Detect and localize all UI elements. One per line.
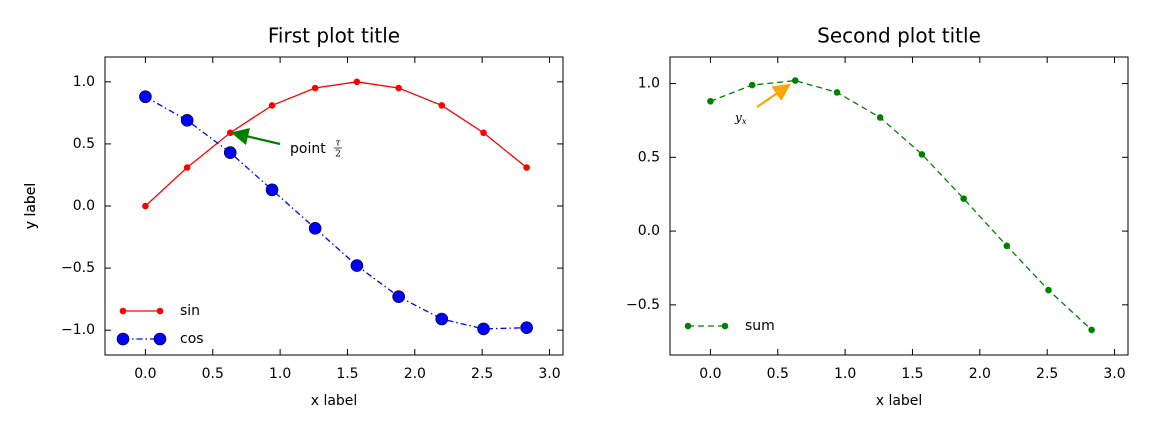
legend-marker — [156, 307, 164, 315]
series-marker — [833, 89, 841, 96]
series-marker — [142, 202, 149, 210]
series-marker — [226, 129, 234, 137]
legend-label: sin — [180, 303, 200, 319]
series-marker — [265, 183, 279, 197]
annotation-arrow — [756, 83, 791, 108]
chart-title: Second plot title — [817, 24, 981, 48]
series-line — [144, 81, 528, 207]
x-tick-label: 2.5 — [1036, 366, 1058, 382]
series-marker — [918, 151, 926, 158]
legend-marker — [116, 332, 130, 346]
legend-marker — [721, 322, 729, 330]
x-tick-label: 1.0 — [834, 366, 856, 382]
x-tick-label: 2.5 — [471, 366, 493, 382]
series-marker — [523, 164, 530, 171]
y-tick-label: 1.0 — [73, 74, 95, 90]
chart-title: First plot title — [268, 24, 400, 48]
series-line — [145, 96, 527, 330]
y-axis-label: y label — [23, 183, 39, 230]
annotation-arrow — [230, 127, 281, 146]
series-marker — [876, 114, 884, 121]
series-marker — [960, 195, 967, 202]
legend-marker — [119, 307, 127, 315]
x-tick-label: 0.5 — [202, 366, 224, 382]
series-marker — [480, 129, 487, 137]
annotation-sub: x — [742, 117, 747, 126]
series-marker — [435, 312, 449, 326]
plot-frame — [669, 56, 1129, 356]
legend-marker — [684, 322, 692, 330]
y-tick-label: 0.5 — [73, 136, 95, 152]
series-marker — [268, 102, 276, 109]
y-tick-label: 0.0 — [73, 198, 95, 214]
x-tick-label: 1.0 — [269, 366, 291, 382]
series-marker — [748, 81, 756, 89]
series-marker — [1045, 286, 1052, 294]
series-marker — [438, 102, 446, 109]
y-tick-label: 0.0 — [638, 223, 660, 239]
series-marker — [520, 321, 533, 334]
x-tick-label: 0.5 — [767, 366, 789, 382]
series-marker — [353, 78, 361, 86]
legend-label: sum — [745, 318, 775, 334]
series-marker — [350, 259, 364, 272]
series-marker — [1003, 242, 1011, 250]
series-marker — [477, 322, 490, 336]
annotation-text: point — [290, 141, 326, 157]
x-tick-label: 0.0 — [134, 366, 156, 382]
series-marker — [707, 97, 714, 105]
x-tick-label: 0.0 — [699, 366, 721, 382]
series-marker — [311, 84, 319, 92]
annotation-fraction-num: τ — [336, 139, 342, 149]
series-line — [710, 79, 1093, 331]
series-marker — [183, 164, 191, 171]
x-axis-label: x label — [876, 393, 923, 409]
annotation-base: y — [734, 111, 742, 125]
annotation-fraction-den: 2 — [335, 150, 341, 160]
x-tick-label: 3.0 — [538, 366, 560, 382]
y-tick-label: −0.5 — [61, 260, 95, 276]
y-axis-label: y label — [23, 183, 39, 230]
series-marker — [395, 84, 402, 92]
series-marker — [223, 146, 237, 159]
plot-frame — [104, 56, 564, 356]
series-marker — [791, 77, 799, 84]
x-axis-label: x label — [311, 393, 358, 409]
series-marker — [1088, 326, 1095, 334]
y-tick-label: 1.0 — [638, 76, 660, 92]
legend-marker — [153, 332, 167, 346]
series-marker — [180, 114, 194, 127]
x-tick-label: 3.0 — [1103, 366, 1125, 382]
x-tick-label: 1.5 — [901, 366, 923, 382]
y-tick-label: −0.5 — [626, 297, 660, 313]
x-tick-label: 1.5 — [336, 366, 358, 382]
series-marker — [392, 290, 405, 303]
y-tick-label: 0.5 — [638, 149, 660, 165]
legend-label: cos — [180, 331, 204, 347]
series-marker — [139, 90, 152, 104]
y-tick-label: −1.0 — [61, 322, 95, 338]
x-tick-label: 2.0 — [969, 366, 991, 382]
x-tick-label: 2.0 — [404, 366, 426, 382]
series-marker — [308, 222, 322, 235]
